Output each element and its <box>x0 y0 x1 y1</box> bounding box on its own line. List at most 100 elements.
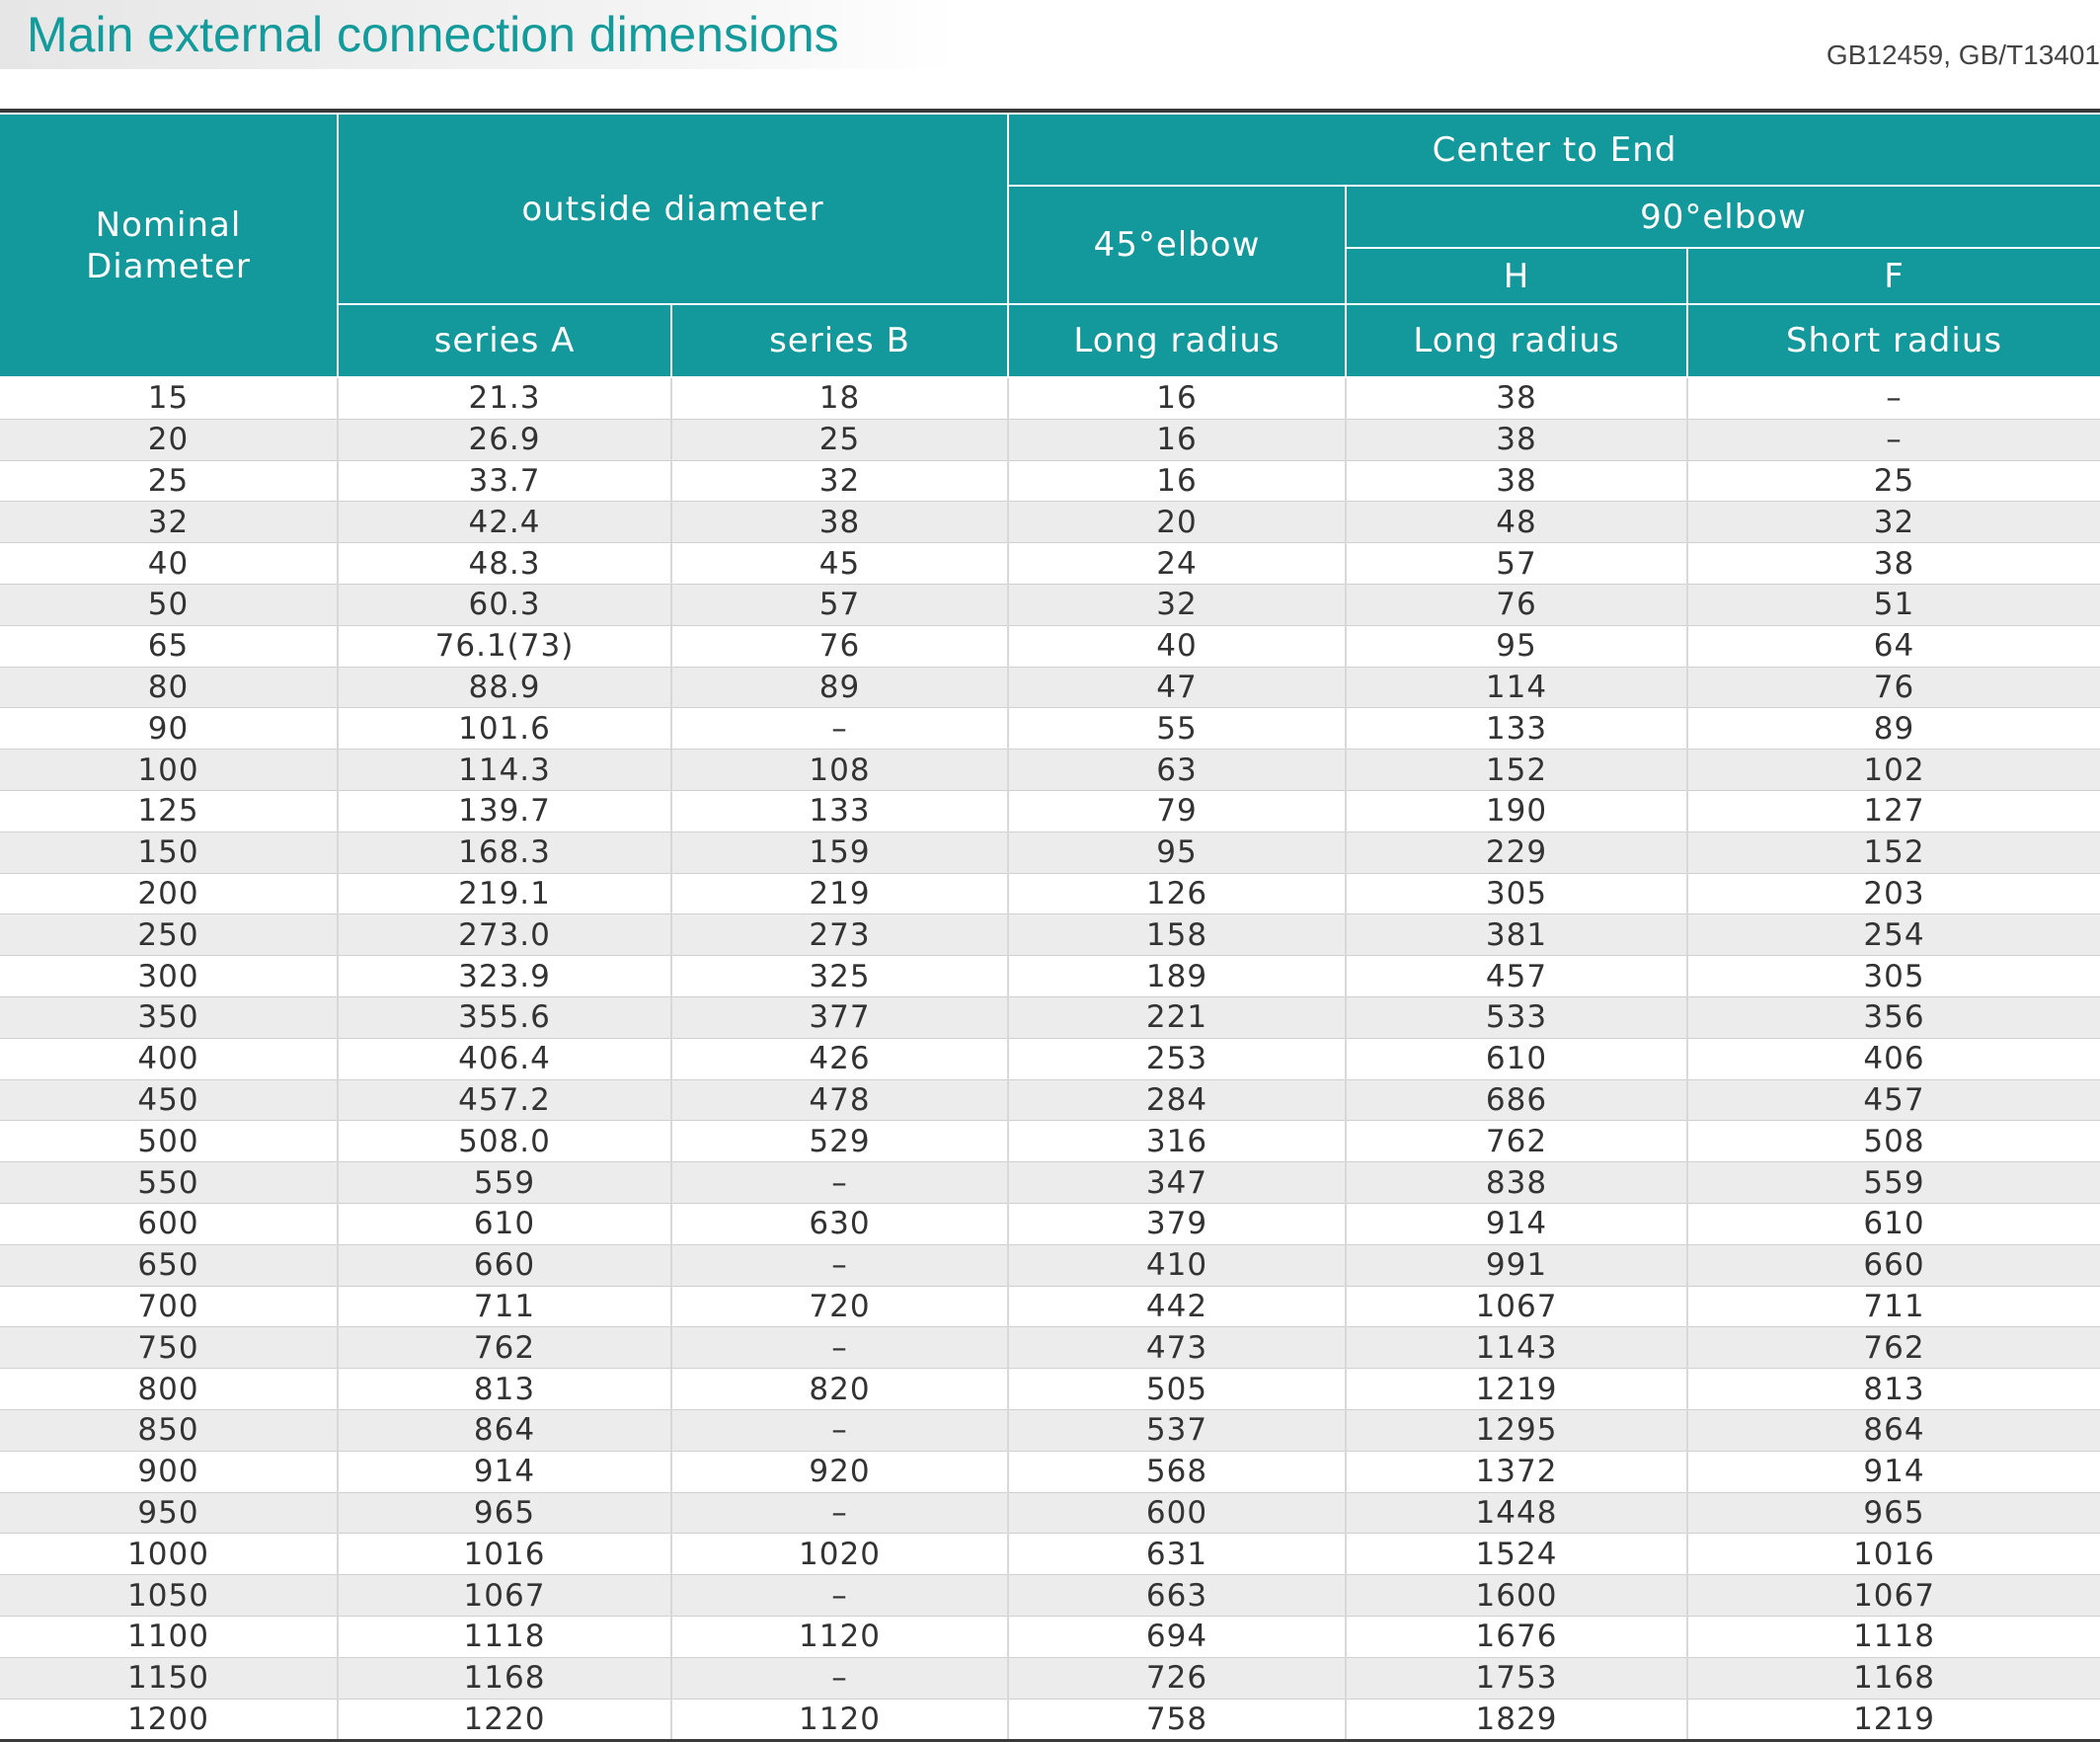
table-cell: 25 <box>1685 460 2100 503</box>
table-cell: 347 <box>1007 1161 1346 1204</box>
table-cell: 48 <box>1345 501 1687 544</box>
table-body: 15 21.3 18 16 38–20 26.9 25 16 38–25 33.7 32 16 38 25… <box>0 377 2100 1742</box>
table-cell: – <box>670 1409 1008 1452</box>
table-cell: 568 <box>1007 1451 1346 1493</box>
table-cell: 42.4 <box>337 501 671 544</box>
table-cell: 508.0 <box>337 1120 671 1163</box>
table-cell: 250 <box>0 913 338 957</box>
table-cell: 152 <box>1685 831 2100 874</box>
table-row: 150 168.3 159 95 229 152 <box>0 831 2100 874</box>
table-cell: 101.6 <box>337 707 671 751</box>
table-cell: 127 <box>1685 790 2100 832</box>
table-cell: – <box>1685 377 2100 420</box>
table-cell: – <box>670 1574 1008 1617</box>
table-cell: 711 <box>337 1286 671 1328</box>
table-cell: 1016 <box>1685 1533 2100 1576</box>
table-cell: 864 <box>1685 1409 2100 1452</box>
table-cell: 51 <box>1685 584 2100 626</box>
table-cell: 864 <box>337 1409 671 1452</box>
table-cell: 158 <box>1007 913 1346 957</box>
table-row: 300 323.9 325 189 457 305 <box>0 955 2100 997</box>
table-cell: 25 <box>0 460 338 503</box>
table-cell: 305 <box>1345 873 1687 915</box>
table-cell: 610 <box>1345 1038 1687 1080</box>
table-cell: 57 <box>1345 542 1687 585</box>
table-cell: 48.3 <box>337 542 671 585</box>
table-row: 500 508.0 529 316 762 508 <box>0 1120 2100 1163</box>
table-cell: 820 <box>670 1368 1008 1410</box>
table-row: 250 273.0 273 158 381 254 <box>0 913 2100 957</box>
table-cell: 16 <box>1007 460 1346 503</box>
table-cell: 950 <box>0 1492 338 1535</box>
table-row: 32 42.4 38 20 48 32 <box>0 501 2100 544</box>
table-cell: 200 <box>0 873 338 915</box>
table-row: 80 88.9 89 47 114 76 <box>0 667 2100 709</box>
table-cell: 1143 <box>1345 1326 1687 1370</box>
table-cell: 1016 <box>337 1533 671 1576</box>
table-cell: 229 <box>1345 831 1687 874</box>
table-cell: 16 <box>1007 377 1346 420</box>
table-cell: 47 <box>1007 667 1346 709</box>
table-row: 950 965–600 1448 965 <box>0 1492 2100 1535</box>
table-cell: 1168 <box>337 1657 671 1700</box>
dimension-table: Nominal Diameter outside diameter Center… <box>0 113 2100 1742</box>
table-cell: 126 <box>1007 873 1346 915</box>
table-row: 850 864–537 1295 864 <box>0 1409 2100 1452</box>
table-cell: 450 <box>0 1079 338 1122</box>
table-cell: 473 <box>1007 1326 1346 1370</box>
table-cell: 1067 <box>1345 1286 1687 1328</box>
table-cell: 377 <box>670 996 1008 1039</box>
table-cell: 108 <box>670 749 1008 791</box>
table-row: 125 139.7 133 79 190 127 <box>0 790 2100 832</box>
table-cell: 1020 <box>670 1533 1008 1576</box>
table-cell: 726 <box>1007 1657 1346 1700</box>
table-cell: 850 <box>0 1409 338 1452</box>
table-row: 800 813 820 505 1219 813 <box>0 1368 2100 1410</box>
table-row: 1000 1016 1020 631 1524 1016 <box>0 1533 2100 1576</box>
table-cell: 65 <box>0 625 338 668</box>
header-cell: Center to End <box>1006 113 2100 187</box>
table-cell: 273.0 <box>337 913 671 957</box>
table-cell: 38 <box>670 501 1008 544</box>
standard: GB12459, GB/T13401 <box>1826 40 2100 70</box>
table-row: 15 21.3 18 16 38– <box>0 377 2100 420</box>
table-row: 90 101.6–55 133 89 <box>0 707 2100 751</box>
table-row: 200 219.1 219 126 305 203 <box>0 873 2100 915</box>
table-cell: 50 <box>0 584 338 626</box>
rule <box>0 109 2100 113</box>
table-cell: 478 <box>670 1079 1008 1122</box>
table-cell: – <box>670 1657 1008 1700</box>
table-cell: 152 <box>1345 749 1687 791</box>
table-cell: 610 <box>1685 1203 2100 1245</box>
table-row: 400 406.4 426 253 610 406 <box>0 1038 2100 1080</box>
table-cell: 508 <box>1685 1120 2100 1163</box>
header-cell: series B <box>670 303 1009 378</box>
table-cell: 600 <box>0 1203 338 1245</box>
table-cell: 1600 <box>1345 1574 1687 1617</box>
table-cell: 1118 <box>337 1616 671 1658</box>
table-cell: 219.1 <box>337 873 671 915</box>
table-cell: 168.3 <box>337 831 671 874</box>
table-cell: 1150 <box>0 1657 338 1700</box>
table-cell: 900 <box>0 1451 338 1493</box>
table-cell: 550 <box>0 1161 338 1204</box>
table-row: 25 33.7 32 16 38 25 <box>0 460 2100 503</box>
table-cell: 254 <box>1685 913 2100 957</box>
table-cell: 991 <box>1345 1244 1687 1287</box>
table-cell: 1372 <box>1345 1451 1687 1493</box>
table-cell: 537 <box>1007 1409 1346 1452</box>
table-cell: – <box>670 1492 1008 1535</box>
table-cell: 762 <box>1345 1120 1687 1163</box>
table-cell: 500 <box>0 1120 338 1163</box>
header-cell: H <box>1346 247 1688 305</box>
table-cell: 1120 <box>670 1699 1008 1742</box>
table-cell: 88.9 <box>337 667 671 709</box>
table-cell: – <box>670 1326 1008 1370</box>
table-cell: 442 <box>1007 1286 1346 1328</box>
table-cell: 90 <box>0 707 338 751</box>
table-cell: 1448 <box>1345 1492 1687 1535</box>
table-cell: 813 <box>337 1368 671 1410</box>
table-cell: 63 <box>1007 749 1346 791</box>
table-cell: 114.3 <box>337 749 671 791</box>
